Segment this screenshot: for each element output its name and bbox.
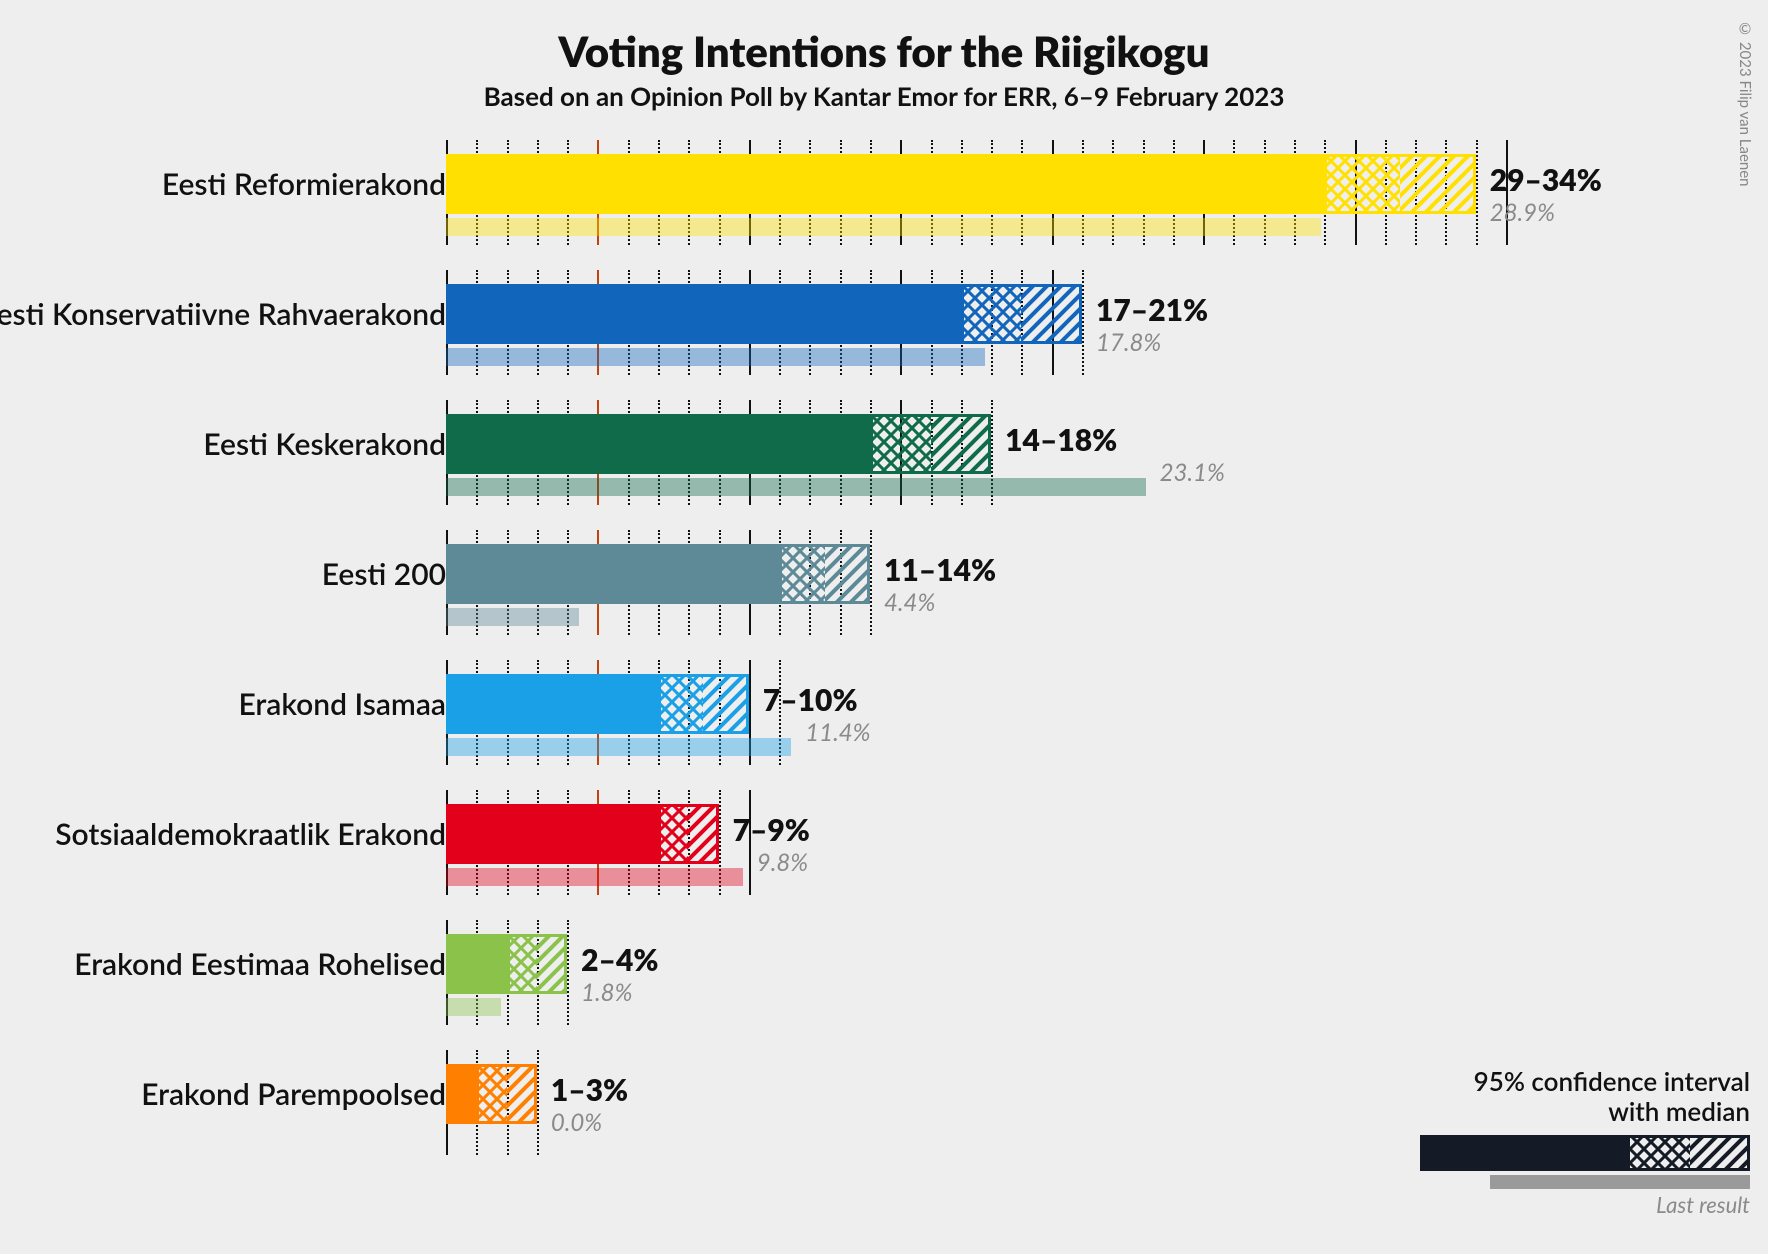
value-label: 2–4% (581, 942, 658, 978)
axis: 11–14%4.4% (446, 530, 1546, 635)
axis: 14–18% 23.1% (446, 400, 1546, 505)
bar-last-result (446, 738, 791, 756)
bar-last-result (446, 348, 985, 366)
party-label: Eesti Konservatiivne Rahvaerakond (0, 296, 446, 332)
party-label: Eesti Reformierakond (162, 166, 446, 202)
last-result-label: 0.0% (551, 1108, 602, 1137)
chart-title: Voting Intentions for the Riigikogu (0, 26, 1768, 76)
party-label: Sotsiaaldemokraatlik Erakond (55, 816, 446, 852)
value-label: 29–34% (1490, 162, 1602, 198)
bar-last-result (446, 478, 1146, 496)
axis: 17–21%17.8% (446, 270, 1546, 375)
bar-solid (446, 674, 658, 734)
party-label: Eesti Keskerakond (203, 426, 446, 462)
tick-minor (537, 1050, 539, 1155)
bar-solid (446, 804, 658, 864)
legend-ci-label-2: with median (1380, 1095, 1750, 1127)
bar-ci-outline (961, 284, 1082, 344)
last-result-label: 23.1% (1160, 458, 1225, 487)
chart-row: Sotsiaaldemokraatlik Erakond7–9%9.8% (0, 780, 1768, 910)
tick-minor (870, 530, 872, 635)
last-result-label: 17.8% (1096, 328, 1161, 357)
last-result-label: 1.8% (581, 978, 632, 1007)
bar-last-result (446, 218, 1321, 236)
bar-last-result (446, 998, 501, 1016)
value-label: 7–9% (733, 812, 810, 848)
bar-ci-outline (658, 674, 749, 734)
last-result-label: 11.4% (805, 718, 870, 747)
party-label: Erakond Parempoolsed (141, 1076, 446, 1112)
bar-solid (446, 414, 870, 474)
party-label: Erakond Eestimaa Rohelised (74, 946, 446, 982)
axis: 7–10%11.4% (446, 660, 1546, 765)
axis: 29–34%28.9% (446, 140, 1546, 245)
legend-last-label: Last result (1380, 1191, 1750, 1218)
bar-ci-outline (507, 934, 568, 994)
axis: 2–4%1.8% (446, 920, 1546, 1025)
bar-ci-outline (476, 1064, 537, 1124)
chart-row: Eesti Reformierakond29–34%28.9% (0, 130, 1768, 260)
bar-ci-outline (870, 414, 991, 474)
chart-row: Erakond Eestimaa Rohelised2–4%1.8% (0, 910, 1768, 1040)
party-label: Eesti 200 (322, 556, 446, 592)
legend-ci-solid (1420, 1135, 1630, 1171)
bar-ci-outline (1324, 154, 1475, 214)
bar-solid (446, 934, 507, 994)
value-label: 7–10% (763, 682, 858, 718)
axis: 7–9%9.8% (446, 790, 1546, 895)
chart-row: Eesti 20011–14%4.4% (0, 520, 1768, 650)
value-label: 14–18% (1005, 422, 1117, 458)
value-label: 11–14% (884, 552, 996, 588)
tick-minor (1082, 270, 1084, 375)
chart-row: Eesti Konservatiivne Rahvaerakond17–21%1… (0, 260, 1768, 390)
last-result-label: 28.9% (1490, 198, 1555, 227)
party-label: Erakond Isamaa (238, 686, 446, 722)
bar-solid (446, 1064, 476, 1124)
tick-minor (567, 920, 569, 1025)
bar-chart: Eesti Reformierakond29–34%28.9%Eesti Kon… (0, 130, 1768, 1170)
value-label: 1–3% (551, 1072, 628, 1108)
chart-row: Erakond Isamaa7–10%11.4% (0, 650, 1768, 780)
bar-solid (446, 544, 779, 604)
legend-last-bar (1490, 1175, 1750, 1189)
bar-solid (446, 284, 961, 344)
bar-last-result (446, 868, 743, 886)
chart-row: Eesti Keskerakond 14–18% 23.1% (0, 390, 1768, 520)
bar-last-result (446, 608, 579, 626)
last-result-label: 9.8% (757, 848, 808, 877)
bar-solid (446, 154, 1324, 214)
legend: 95% confidence interval with median Last… (1380, 1065, 1750, 1218)
value-label: 17–21% (1096, 292, 1208, 328)
tick-minor (1476, 140, 1478, 245)
bar-ci-outline (779, 544, 870, 604)
last-result-label: 4.4% (884, 588, 935, 617)
bar-ci-outline (658, 804, 719, 864)
legend-ci-label-1: 95% confidence interval (1380, 1065, 1750, 1097)
legend-swatch (1380, 1135, 1750, 1171)
legend-hatch (1630, 1135, 1750, 1171)
chart-subtitle: Based on an Opinion Poll by Kantar Emor … (0, 80, 1768, 112)
